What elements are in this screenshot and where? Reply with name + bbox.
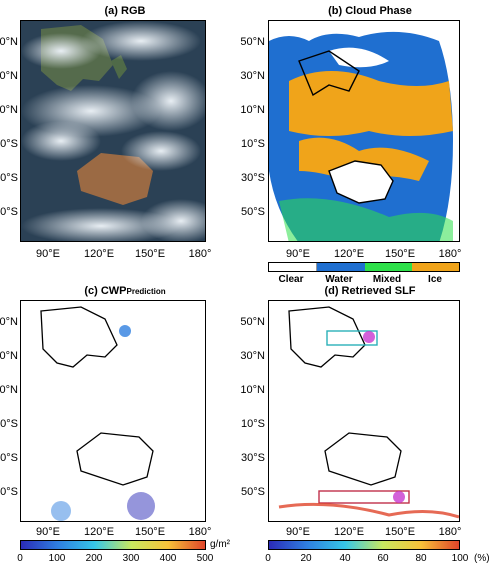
lat-label-d-10s: 10°S <box>241 418 265 430</box>
slf-tick-20: 20 <box>300 553 312 564</box>
cwp-image <box>40 306 155 521</box>
slf-tick-40: 40 <box>339 553 351 564</box>
phase-legend-label-water: Water <box>325 274 353 285</box>
lat-label-a-10n: 10°N <box>0 104 18 116</box>
phase-legend-swatch-mixed <box>364 263 412 271</box>
lon-label-c-150e: 150°E <box>134 526 166 538</box>
lon-label-a-90e: 90°E <box>36 248 60 260</box>
lon-label-b-150e: 150°E <box>384 248 416 260</box>
lon-label-c-90e: 90°E <box>36 526 60 538</box>
slf-image <box>278 306 459 519</box>
cwp-tick-0: 0 <box>17 553 23 564</box>
phase-legend-label-mixed: Mixed <box>372 274 402 285</box>
lat-label-d-30n: 30°N <box>240 350 265 362</box>
cwp-tick-400: 400 <box>159 553 177 564</box>
cwp-map <box>20 300 206 522</box>
panel-b-title: (b) Cloud Phase <box>328 5 412 17</box>
lat-label-b-10s: 10°S <box>241 138 265 150</box>
cwp-tick-300: 300 <box>122 553 140 564</box>
rgb-image <box>21 21 205 241</box>
lat-label-b-30n: 30°N <box>240 70 265 82</box>
phase-legend-bar <box>268 262 460 272</box>
lon-label-a-120e: 120°E <box>83 248 115 260</box>
rgb-map <box>20 20 206 242</box>
lat-label-b-30s: 30°S <box>241 172 265 184</box>
lat-label-c-10n: 10°N <box>0 384 18 396</box>
lon-label-b-180: 180° <box>438 248 462 260</box>
panel-d-title: (d) Retrieved SLF <box>324 285 416 297</box>
slf-colorbar <box>268 540 460 550</box>
lat-label-c-50s: 50°S <box>0 486 18 498</box>
lat-label-b-10n: 10°N <box>240 104 265 116</box>
slf-tick-0: 0 <box>265 553 271 564</box>
lat-label-a-30n: 30°N <box>0 70 18 82</box>
lon-label-d-150e: 150°E <box>384 526 416 538</box>
lon-label-c-120e: 120°E <box>83 526 115 538</box>
lat-label-c-30s: 30°S <box>0 452 18 464</box>
lat-label-d-10n: 10°N <box>240 384 265 396</box>
slf-highlight-box-north <box>326 330 378 346</box>
phase-legend-swatch-ice <box>411 263 459 271</box>
cwp-tick-500: 500 <box>196 553 214 564</box>
lat-label-b-50n: 50°N <box>240 36 265 48</box>
cloud-phase-map <box>268 20 460 242</box>
cwp-tick-200: 200 <box>85 553 103 564</box>
panel-c-title-sub: Prediction <box>126 287 166 296</box>
lon-label-d-90e: 90°E <box>286 526 310 538</box>
phase-legend-swatch-clear <box>269 263 318 271</box>
lat-label-a-30s: 30°S <box>0 172 18 184</box>
cwp-colorbar-unit: g/m² <box>210 539 230 550</box>
lat-label-a-50s: 50°S <box>0 206 18 218</box>
lon-label-d-120e: 120°E <box>333 526 365 538</box>
lon-label-b-120e: 120°E <box>333 248 365 260</box>
panel-c-title: (c) CWPPrediction <box>20 285 230 297</box>
lon-label-c-180: 180° <box>188 526 212 538</box>
slf-highlight-box-south <box>318 490 410 504</box>
lat-label-a-50n: 50°N <box>0 36 18 48</box>
slf-tick-100: 100 <box>451 553 469 564</box>
cloud-phase-image <box>269 31 453 241</box>
slf-tick-80: 80 <box>415 553 427 564</box>
lat-label-a-10s: 10°S <box>0 138 18 150</box>
lon-label-a-180: 180° <box>188 248 212 260</box>
cwp-tick-100: 100 <box>48 553 66 564</box>
lon-label-d-180: 180° <box>438 526 462 538</box>
phase-legend-label-ice: Ice <box>428 274 442 285</box>
phase-legend-swatch-water <box>317 263 365 271</box>
cwp-colorbar <box>20 540 206 550</box>
lat-label-c-10s: 10°S <box>0 418 18 430</box>
lat-label-b-50s: 50°S <box>241 206 265 218</box>
lat-label-c-30n: 30°N <box>0 350 18 362</box>
phase-legend-label-clear: Clear <box>278 274 304 285</box>
lon-label-a-150e: 150°E <box>134 248 166 260</box>
lon-label-b-90e: 90°E <box>286 248 310 260</box>
panel-a-title: (a) RGB <box>104 5 146 17</box>
lat-label-d-50s: 50°S <box>241 486 265 498</box>
slf-map <box>268 300 460 522</box>
lat-label-d-50n: 50°N <box>240 316 265 328</box>
slf-colorbar-unit: (%) <box>474 553 490 564</box>
panel-c-title-main: (c) CWP <box>84 285 127 297</box>
lat-label-c-50n: 50°N <box>0 316 18 328</box>
slf-tick-60: 60 <box>377 553 389 564</box>
lat-label-d-30s: 30°S <box>241 452 265 464</box>
